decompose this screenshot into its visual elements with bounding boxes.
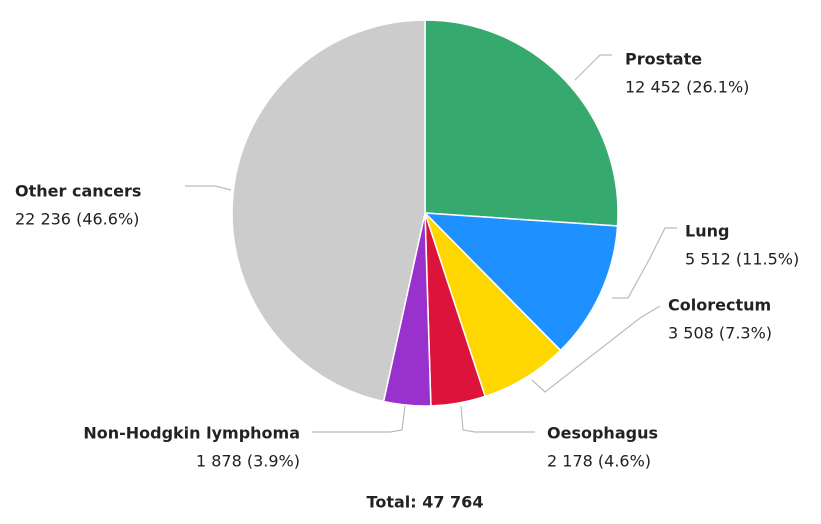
leader-line: [312, 405, 406, 433]
slice-value-label: 3 508 (7.3%): [668, 324, 772, 343]
leader-line: [531, 305, 661, 393]
slice-value-label: 1 878 (3.9%): [196, 452, 300, 471]
slice-value-label: 5 512 (11.5%): [685, 250, 799, 269]
slice-value-label: 2 178 (4.6%): [547, 452, 651, 471]
slice-label: Colorectum: [668, 296, 771, 315]
pie-slice: [231, 19, 426, 403]
chart-footer: Total: 47 764: [367, 493, 484, 512]
leader-line: [185, 185, 232, 191]
leader-line: [612, 227, 677, 299]
slice-label: Lung: [685, 222, 729, 241]
pie-slice: [424, 19, 619, 227]
slice-label: Prostate: [625, 50, 702, 69]
slice-value-label: 22 236 (46.6%): [15, 210, 139, 229]
leader-line: [460, 405, 535, 433]
slice-label: Other cancers: [15, 182, 141, 201]
pie-slice: [423, 212, 619, 352]
leader-line: [574, 54, 612, 81]
slice-label: Non-Hodgkin lymphoma: [83, 424, 300, 443]
slice-label: Oesophagus: [547, 424, 658, 443]
slice-value-label: 12 452 (26.1%): [625, 78, 749, 97]
